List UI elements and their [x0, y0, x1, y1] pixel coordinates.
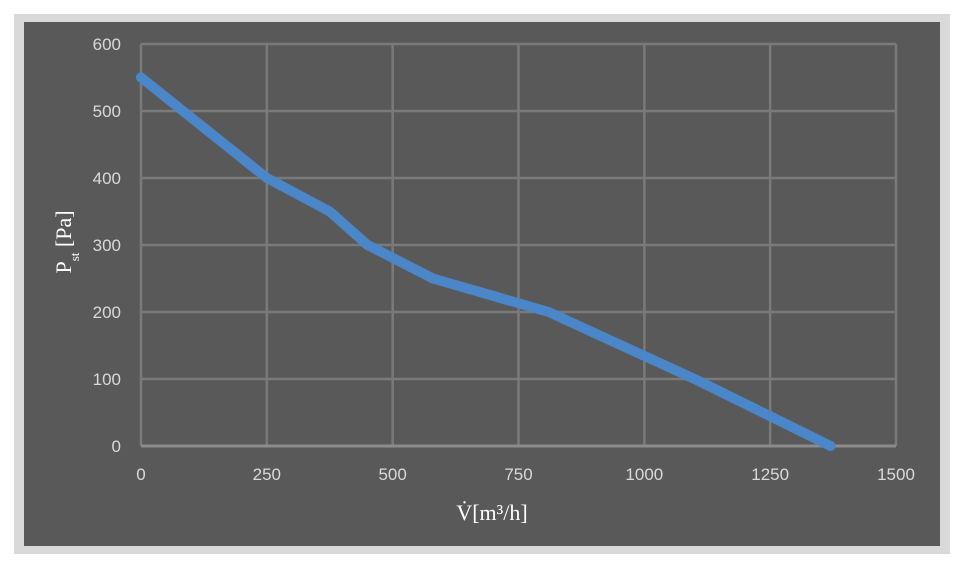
line-chart: 0 100 200 300 400 500 600 0 250 500 750 1000 1250 15…: [51, 35, 915, 525]
y-axis-title-subscript: st: [67, 252, 82, 261]
y-tick-label-600: 600: [93, 35, 121, 54]
x-tick-labels: 0 250 500 750 1000 1250 1500: [136, 465, 915, 484]
y-axis-title: Pst [Pa]: [51, 210, 82, 273]
y-tick-label-300: 300: [93, 236, 121, 255]
y-tick-label-500: 500: [93, 102, 121, 121]
x-tick-label-250: 250: [253, 465, 281, 484]
data-point-0-5: [543, 307, 554, 317]
data-point-0-0: [136, 72, 146, 83]
data-point-0-2: [324, 206, 335, 217]
x-axis-title: V̇[m³/h]: [456, 500, 527, 525]
data-point-0-4: [427, 273, 438, 284]
x-tick-label-0: 0: [136, 465, 145, 484]
x-tick-label-750: 750: [504, 465, 532, 484]
chart-area: 0 100 200 300 400 500 600 0 250 500 750 1000 1250 15…: [24, 22, 940, 546]
y-axis-title-unit: [Pa]: [51, 210, 76, 252]
x-tick-label-500: 500: [378, 465, 406, 484]
data-point-0-1: [261, 173, 272, 183]
x-tick-label-1000: 1000: [625, 465, 663, 484]
chart-frame: 0 100 200 300 400 500 600 0 250 500 750 1000 1250 15…: [14, 14, 950, 554]
y-tick-label-400: 400: [93, 169, 121, 188]
data-point-0-3: [362, 240, 373, 250]
y-tick-label-100: 100: [93, 370, 121, 389]
data-point-0-7: [825, 441, 836, 451]
y-tick-labels: 0 100 200 300 400 500 600: [93, 35, 121, 456]
series-line-0: [136, 72, 836, 451]
y-axis-title-main: P: [51, 261, 76, 273]
x-tick-label-1500: 1500: [877, 465, 915, 484]
x-tick-label-1250: 1250: [751, 465, 789, 484]
gridlines: [139, 42, 898, 446]
y-tick-label-0: 0: [112, 437, 121, 456]
data-point-0-6: [689, 374, 700, 384]
series-layer: [136, 72, 836, 451]
y-tick-label-200: 200: [93, 303, 121, 322]
